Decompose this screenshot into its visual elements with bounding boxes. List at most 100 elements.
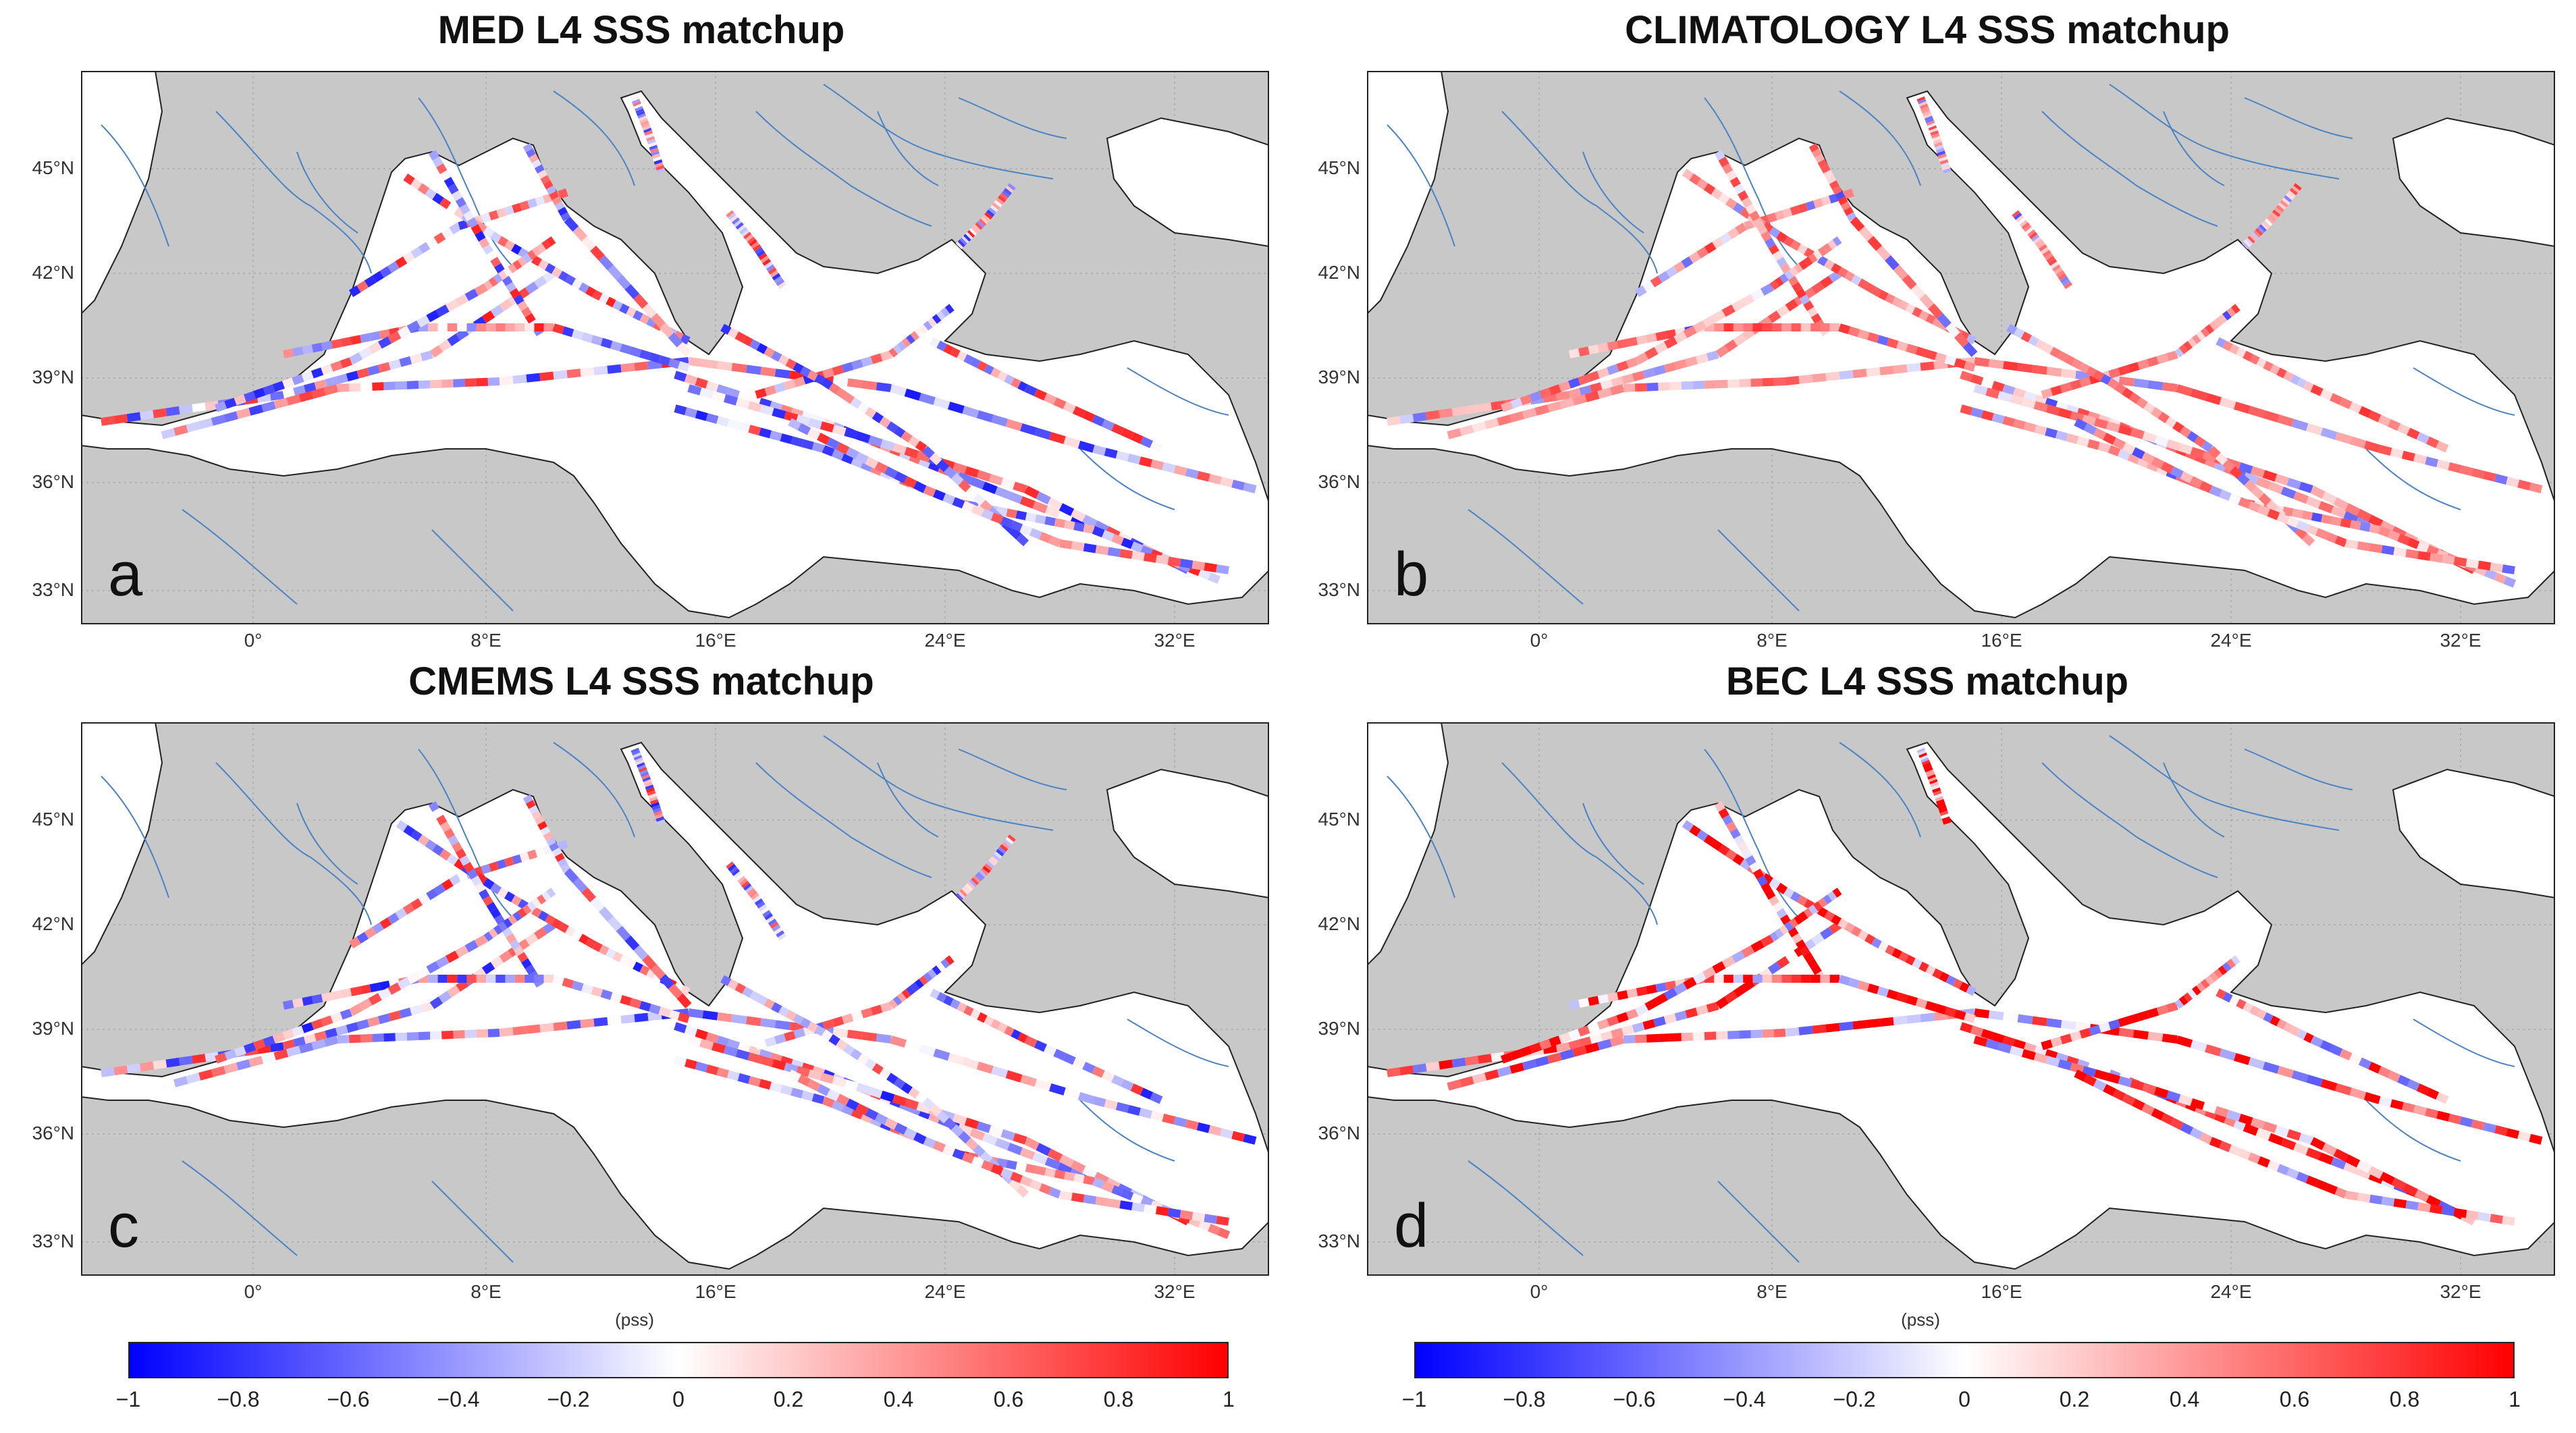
ship-track-segment	[1962, 342, 1978, 358]
ship-track-segment	[832, 376, 849, 387]
ship-track-segment	[1007, 834, 1016, 842]
ship-track-segment	[2141, 452, 2155, 464]
ship-track-segment	[436, 815, 448, 826]
ship-track-segment	[923, 485, 936, 497]
latitude-label: 45°N	[32, 157, 74, 178]
ship-track-segment	[972, 493, 986, 506]
ship-track-segment	[1542, 1044, 1557, 1054]
ship-track-segment	[1539, 387, 1552, 399]
ship-track-segment	[571, 980, 584, 992]
ship-track-segment	[851, 1010, 863, 1021]
ship-track-segment	[1944, 355, 1957, 367]
ship-track-segment	[2453, 556, 2467, 567]
ship-track-segment	[481, 962, 495, 975]
longitude-label: 0°	[1530, 1281, 1549, 1302]
ship-track-segment	[1070, 1160, 1086, 1174]
ship-track-segment	[2066, 433, 2079, 444]
ship-track-segment	[1015, 1162, 1027, 1172]
ship-track-segment	[1825, 1023, 1840, 1033]
ship-track-segment	[321, 1015, 333, 1027]
ship-track-segment	[962, 406, 980, 418]
ship-track-segment	[2355, 1166, 2371, 1180]
ship-track-segment	[2506, 477, 2520, 488]
ship-track-segment	[585, 938, 596, 949]
ship-track-segment	[508, 263, 518, 273]
river	[431, 529, 514, 612]
ship-track-segment	[1724, 339, 1738, 352]
ship-track-segment	[1803, 952, 1815, 963]
colorbar-tick-label: −0.6	[1613, 1387, 1656, 1411]
ship-track-segment	[870, 353, 883, 364]
ship-track-segment	[554, 853, 565, 863]
ship-track-segment	[395, 381, 408, 390]
ship-track-segment	[1013, 481, 1027, 493]
ship-track-segment	[2397, 533, 2411, 545]
ship-track-segment	[1083, 1175, 1095, 1185]
ship-track-segment	[988, 207, 997, 215]
latitude-label: 39°N	[32, 367, 74, 387]
ship-track-segment	[2190, 1039, 2207, 1052]
ship-track-segment	[1942, 167, 1952, 173]
ship-track-segment	[784, 379, 796, 390]
ship-track-segment	[1520, 394, 1532, 406]
ship-track-segment	[1029, 528, 1042, 540]
ship-track-segment	[1520, 1046, 1532, 1057]
ship-track-segment	[540, 175, 551, 184]
ship-track-segment	[807, 1079, 821, 1091]
ship-track-segment	[959, 889, 967, 897]
ship-track-segment	[2282, 197, 2290, 205]
ship-track-segment	[942, 493, 956, 505]
ship-track-segment	[1509, 1062, 1524, 1074]
ship-track-segment	[2058, 1059, 2072, 1071]
ship-track-segment	[493, 273, 503, 283]
ship-track-segment	[383, 381, 396, 391]
ship-track-segment	[1208, 1125, 1223, 1136]
ship-track-segment	[771, 350, 782, 362]
ship-track-segment	[871, 1063, 884, 1075]
ship-track-segment	[649, 147, 659, 153]
ship-track-segment	[449, 873, 462, 886]
ship-track-segment	[1997, 1042, 2012, 1054]
ship-track-segment	[741, 229, 750, 237]
ship-track-segment	[2369, 524, 2381, 534]
ship-track-segment	[796, 1066, 811, 1077]
ship-track-segment	[2426, 545, 2439, 557]
ship-track-segment	[2154, 435, 2169, 448]
ship-track-segment	[769, 401, 782, 412]
ship-track-segment	[1006, 1160, 1017, 1170]
ship-track-segment	[634, 1012, 649, 1023]
ship-track-segment	[566, 369, 581, 379]
ship-track-segment	[2453, 1208, 2467, 1218]
ship-track-segment	[1685, 356, 1698, 367]
ship-track-segment	[1937, 153, 1947, 159]
ship-track-segment	[1497, 1066, 1512, 1077]
latitude-label: 42°N	[32, 262, 74, 283]
ship-track-segment	[1774, 277, 1784, 287]
ship-track-segment	[475, 882, 486, 893]
ship-track-segment	[778, 933, 786, 941]
ship-track-segment	[1054, 1169, 1066, 1180]
ship-track-segment	[2310, 485, 2326, 499]
ship-track-segment	[1919, 103, 1929, 109]
ship-track-segment	[892, 344, 903, 354]
ship-track-segment	[2012, 387, 2027, 399]
black-sea	[1106, 117, 1269, 248]
ship-track-segment	[841, 1013, 854, 1025]
ship-track-segment	[409, 1004, 423, 1016]
ship-track-segment	[2057, 350, 2068, 362]
ship-track-segment	[426, 888, 438, 900]
ship-track-segment	[2378, 526, 2391, 538]
ship-track-segment	[737, 875, 746, 884]
ship-track-segment	[2320, 427, 2338, 440]
ship-track-segment	[1921, 108, 1931, 114]
ship-track-segment	[1007, 183, 1016, 191]
river	[2413, 1019, 2515, 1067]
ship-track-segment	[1663, 336, 1678, 349]
ship-track-segment	[727, 327, 739, 339]
ship-track-segment	[2477, 560, 2492, 571]
ship-track-segment	[629, 998, 642, 1009]
river	[2163, 111, 2225, 186]
ship-track-segment	[1805, 200, 1816, 211]
ship-track-segment	[113, 414, 128, 425]
ship-track-segment	[537, 821, 547, 831]
